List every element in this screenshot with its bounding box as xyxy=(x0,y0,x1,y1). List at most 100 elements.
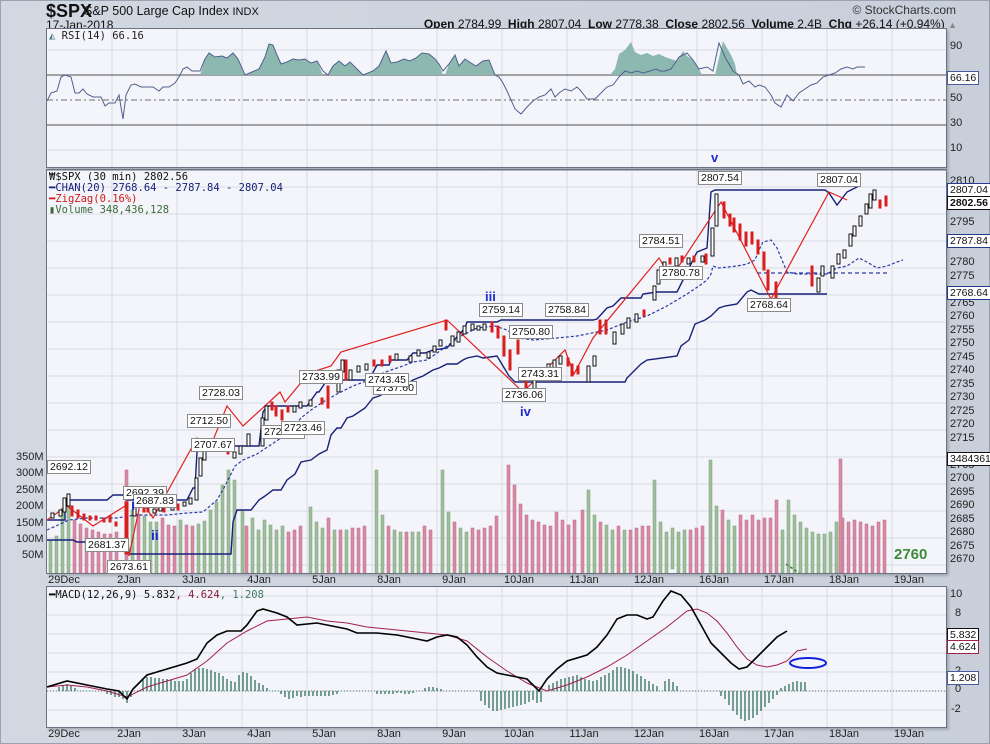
rsi-legend: ◭ RSI(14) 66.16 xyxy=(49,30,144,42)
macd-tick: 10 xyxy=(950,588,963,600)
channel-upper xyxy=(47,185,860,521)
rsi-icon: ◭ xyxy=(49,30,56,42)
up-triangle-icon: ▲ xyxy=(948,20,957,30)
security-name: S&P 500 Large Cap Index INDX xyxy=(84,4,259,18)
x-tick: 12Jan xyxy=(634,574,664,586)
x-tick: 3Jan xyxy=(182,728,206,740)
zigzag-label: 2758.84 xyxy=(545,303,589,317)
price-tick: 2680 xyxy=(950,526,975,538)
vol-tick: 200M xyxy=(16,500,44,512)
chg-value: +26.14 (+0.94%) xyxy=(855,17,945,31)
macd-tick: 0 xyxy=(955,683,962,695)
price-tick: 2675 xyxy=(950,540,975,552)
x-tick: 16Jan xyxy=(699,574,729,586)
x-tick: 4Jan xyxy=(247,574,271,586)
zigzag-label: 2733.99 xyxy=(299,370,343,384)
open-value: 2784.99 xyxy=(457,17,502,31)
close-label: Close xyxy=(665,17,699,31)
x-tick: 2Jan xyxy=(117,574,141,586)
x-tick: 9Jan xyxy=(442,574,466,586)
price-tick: 2730 xyxy=(950,391,975,403)
rsi-plot xyxy=(47,29,946,167)
close-value: 2802.56 xyxy=(701,17,745,31)
zigzag-label: 2723.46 xyxy=(281,421,325,435)
high-label: High xyxy=(507,17,535,31)
x-tick: 2Jan xyxy=(117,728,141,740)
macd-tick: 8 xyxy=(955,607,962,619)
x-tick: 17Jan xyxy=(764,728,794,740)
high-value: 2807.04 xyxy=(537,17,582,31)
price-tick: 2690 xyxy=(950,499,975,511)
zigzag-line-icon: ━ xyxy=(49,193,56,205)
x-tick: 4Jan xyxy=(247,728,271,740)
vol-tick: 250M xyxy=(16,484,44,496)
candlestick-icon: ₩ xyxy=(49,171,56,183)
price-legend-main: $SPX (30 min) 2802.56 xyxy=(55,171,189,183)
lower-channel-tag: 2768.64 xyxy=(947,286,990,300)
x-tick: 10Jan xyxy=(504,574,534,586)
macd-legend: ━MACD(12,26,9) 5.832, 4.624, 1.208 xyxy=(49,589,264,601)
chg-label: Chg xyxy=(828,17,852,31)
x-tick: 19Jan xyxy=(894,728,924,740)
signal-value-tag: 4.624 xyxy=(947,640,980,654)
x-tick: 11Jan xyxy=(569,728,599,740)
price-tick: 2735 xyxy=(950,378,975,390)
x-tick: 9Jan xyxy=(442,728,466,740)
zigzag-label: 2743.45 xyxy=(365,373,409,387)
chan-legend: CHAN(20) 2768.64 - 2787.84 - 2807.04 xyxy=(55,182,283,194)
x-tick: 8Jan xyxy=(377,574,401,586)
zigzag-label: 2768.64 xyxy=(747,298,791,312)
rsi-legend-text: RSI(14) 66.16 xyxy=(61,30,144,42)
macd-histogram xyxy=(58,667,806,721)
rsi-tick-10: 10 xyxy=(950,142,963,154)
exchange: INDX xyxy=(232,6,259,18)
price-legend: ₩$SPX (30 min) 2802.56 ━CHAN(20) 2768.64… xyxy=(49,172,283,216)
x-tick: 10Jan xyxy=(504,728,534,740)
zigzag-label: 2784.51 xyxy=(639,234,683,248)
mid-channel-tag: 2787.84 xyxy=(947,234,990,248)
price-plot xyxy=(47,170,946,573)
price-tick: 2795 xyxy=(950,216,975,228)
zigzag-label: 2707.67 xyxy=(191,438,235,452)
crossover-marker xyxy=(789,657,827,669)
vol-tick: 300M xyxy=(16,467,44,479)
x-tick: 5Jan xyxy=(312,574,336,586)
zigzag-label: 2780.78 xyxy=(659,266,703,280)
price-tick: 2745 xyxy=(950,351,975,363)
macd-line-icon: ━ xyxy=(49,589,56,601)
channel-lower xyxy=(47,289,827,555)
x-tick: 12Jan xyxy=(634,728,664,740)
volume-value: 2.4B xyxy=(797,17,822,31)
price-tick: 2755 xyxy=(950,324,975,336)
copyright[interactable]: © StockCharts.com xyxy=(852,3,956,17)
rsi-tick-90: 90 xyxy=(950,40,963,52)
symbol: $SPX xyxy=(46,1,93,21)
rsi-panel: ◭ RSI(14) 66.16 xyxy=(46,28,947,168)
zigzag-label: 2736.06 xyxy=(502,388,546,402)
macd-tick: -2 xyxy=(951,703,961,715)
volume-bars-icon: ▮ xyxy=(49,204,56,216)
zigzag-label: 2807.04 xyxy=(817,173,861,187)
volume-legend: Volume 348,436,128 xyxy=(55,204,170,216)
vol-tick: 350M xyxy=(16,451,44,463)
zigzag-label: 2807.54 xyxy=(698,171,742,185)
volume-tag: 348436128 xyxy=(947,452,990,466)
price-tick: 2700 xyxy=(950,472,975,484)
rsi-tick-50: 50 xyxy=(950,92,963,104)
macd-legend-hist: , 1.208 xyxy=(219,589,264,601)
low-value: 2778.38 xyxy=(615,17,659,31)
x-tick: 18Jan xyxy=(829,728,859,740)
macd-line xyxy=(47,590,788,701)
price-tick: 2780 xyxy=(950,256,975,268)
x-tick: 5Jan xyxy=(312,728,336,740)
zigzag-label: 2750.80 xyxy=(509,325,553,339)
x-tick: 17Jan xyxy=(764,574,794,586)
zigzag-label: 2759.14 xyxy=(479,303,523,317)
annotation-2760: 2760 xyxy=(894,546,928,563)
wave-label-ii: ii xyxy=(151,527,159,543)
volume-bars xyxy=(48,458,887,573)
price-tick: 2775 xyxy=(950,270,975,282)
wave-label-i: i xyxy=(131,497,136,514)
price-tick: 2750 xyxy=(950,337,975,349)
x-tick: 29Dec xyxy=(48,728,80,740)
